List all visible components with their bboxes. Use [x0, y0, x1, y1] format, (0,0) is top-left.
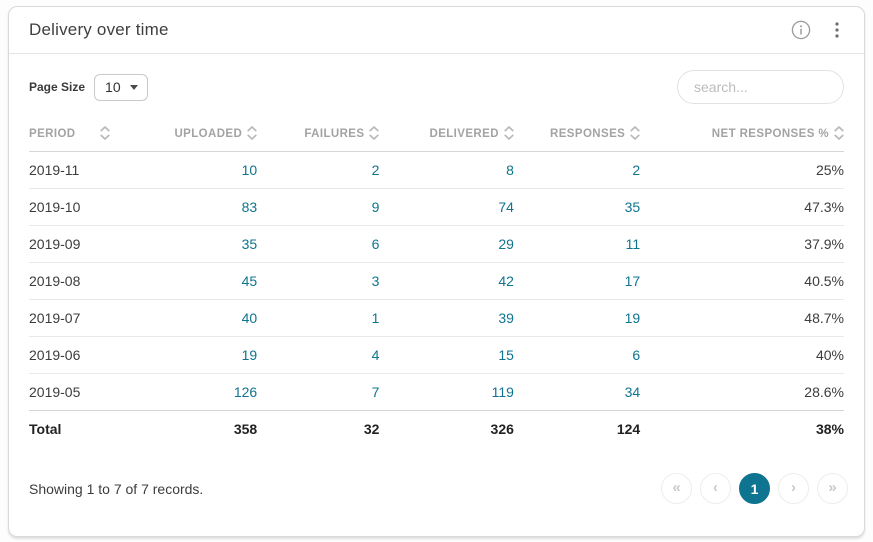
sort-icon: [630, 126, 640, 140]
total-responses: 124: [513, 410, 641, 447]
delivered-cell[interactable]: 74: [379, 188, 514, 226]
period-cell: 2019-08: [29, 262, 144, 300]
last-page-button[interactable]: »: [817, 473, 848, 504]
responses-cell[interactable]: 11: [513, 225, 641, 263]
sort-icon: [369, 126, 380, 140]
page-1-button[interactable]: 1: [739, 473, 770, 504]
table-row: 2019-05 126 7 119 34 28.6%: [29, 374, 844, 411]
col-header-failures[interactable]: FAILURES: [257, 114, 380, 152]
failures-cell[interactable]: 7: [371, 384, 380, 400]
delivered-cell[interactable]: 39: [379, 299, 514, 337]
table-row: 2019-10 83 9 74 35 47.3%: [29, 188, 844, 226]
table-wrap: PERIOD UPLOADED FAILURES DELIVERED RESPO…: [9, 114, 864, 447]
period-cell: 2019-07: [29, 299, 144, 337]
delivered-cell[interactable]: 15: [379, 336, 514, 374]
page-size-label: Page Size: [29, 80, 86, 94]
net-responses-cell: 25%: [640, 151, 844, 189]
pagination: « ‹ 1 › »: [661, 473, 848, 504]
delivered-cell[interactable]: 119: [491, 384, 514, 400]
uploaded-cell[interactable]: 19: [143, 336, 258, 374]
delivered-cell[interactable]: 42: [379, 262, 514, 300]
table-row: 2019-09 35 6 29 11 37.9%: [29, 225, 844, 263]
net-responses-cell: 40.5%: [640, 262, 844, 300]
responses-cell[interactable]: 6: [513, 336, 641, 374]
table-row: 2019-11 10 2 8 2 25%: [29, 151, 844, 189]
net-responses-cell: 40%: [640, 336, 844, 374]
responses-cell[interactable]: 2: [513, 151, 641, 189]
next-page-button[interactable]: ›: [778, 473, 809, 504]
col-header-uploaded[interactable]: UPLOADED: [143, 114, 258, 152]
previous-page-button[interactable]: ‹: [700, 473, 731, 504]
total-row: Total 358 32 326 124 38%: [29, 410, 844, 447]
records-summary: Showing 1 to 7 of 7 records.: [29, 480, 204, 497]
delivered-cell[interactable]: 29: [379, 225, 514, 263]
net-responses-cell: 48.7%: [640, 299, 844, 337]
period-cell: 2019-11: [29, 151, 144, 189]
col-header-period[interactable]: PERIOD: [29, 114, 144, 152]
uploaded-cell[interactable]: 10: [143, 151, 258, 189]
uploaded-cell[interactable]: 40: [143, 299, 258, 337]
col-header-net-responses[interactable]: NET RESPONSES %: [640, 114, 844, 152]
period-cell: 2019-05: [29, 384, 81, 400]
table-header-row: PERIOD UPLOADED FAILURES DELIVERED RESPO…: [29, 114, 844, 152]
chevron-down-icon: [130, 85, 139, 90]
responses-cell[interactable]: 19: [513, 299, 641, 337]
failures-cell[interactable]: 3: [257, 262, 380, 300]
page-title: Delivery over time: [29, 20, 169, 39]
page-size-select[interactable]: 10: [94, 73, 149, 101]
sort-icon: [247, 126, 257, 140]
uploaded-cell[interactable]: 35: [143, 225, 258, 263]
responses-cell[interactable]: 34: [624, 384, 641, 400]
failures-cell[interactable]: 9: [257, 188, 380, 226]
delivery-over-time-card: Delivery over time Page Size: [8, 6, 865, 537]
header-icons: [790, 19, 848, 41]
table-controls: Page Size 10: [9, 54, 864, 114]
failures-cell[interactable]: 4: [257, 336, 380, 374]
uploaded-cell[interactable]: 45: [143, 262, 258, 300]
net-responses-cell: 37.9%: [640, 225, 844, 263]
failures-cell[interactable]: 2: [257, 151, 380, 189]
total-label: Total: [29, 410, 144, 447]
delivery-table: PERIOD UPLOADED FAILURES DELIVERED RESPO…: [29, 114, 844, 447]
total-failures: 32: [257, 410, 380, 447]
failures-cell[interactable]: 6: [257, 225, 380, 263]
table-row: 2019-07 40 1 39 19 48.7%: [29, 299, 844, 337]
uploaded-cell[interactable]: 83: [143, 188, 258, 226]
uploaded-cell[interactable]: 126: [233, 384, 258, 400]
table-row: 2019-08 45 3 42 17 40.5%: [29, 262, 844, 300]
sort-icon: [834, 126, 844, 140]
net-responses-cell: 28.6%: [804, 384, 844, 400]
card-header: Delivery over time: [9, 7, 864, 54]
period-cell: 2019-06: [29, 336, 144, 374]
page-size-value: 10: [105, 79, 121, 95]
first-page-button[interactable]: «: [661, 473, 692, 504]
page-size-group: Page Size 10: [29, 73, 149, 101]
responses-cell[interactable]: 17: [513, 262, 641, 300]
col-header-delivered[interactable]: DELIVERED: [379, 114, 514, 152]
net-responses-cell: 47.3%: [640, 188, 844, 226]
delivered-cell[interactable]: 8: [379, 151, 514, 189]
sort-icon: [504, 126, 514, 140]
period-cell: 2019-10: [29, 188, 144, 226]
col-header-responses[interactable]: RESPONSES: [513, 114, 641, 152]
table-row: 2019-06 19 4 15 6 40%: [29, 336, 844, 374]
sort-icon: [99, 126, 110, 140]
total-delivered: 326: [379, 410, 514, 447]
kebab-menu-icon[interactable]: [826, 19, 848, 41]
total-uploaded: 358: [143, 410, 258, 447]
card-footer: Showing 1 to 7 of 7 records. « ‹ 1 › »: [9, 447, 864, 504]
responses-cell[interactable]: 35: [513, 188, 641, 226]
total-net-responses: 38%: [640, 410, 844, 447]
failures-cell[interactable]: 1: [257, 299, 380, 337]
search-input[interactable]: [677, 70, 844, 104]
period-cell: 2019-09: [29, 225, 144, 263]
info-icon[interactable]: [790, 19, 812, 41]
